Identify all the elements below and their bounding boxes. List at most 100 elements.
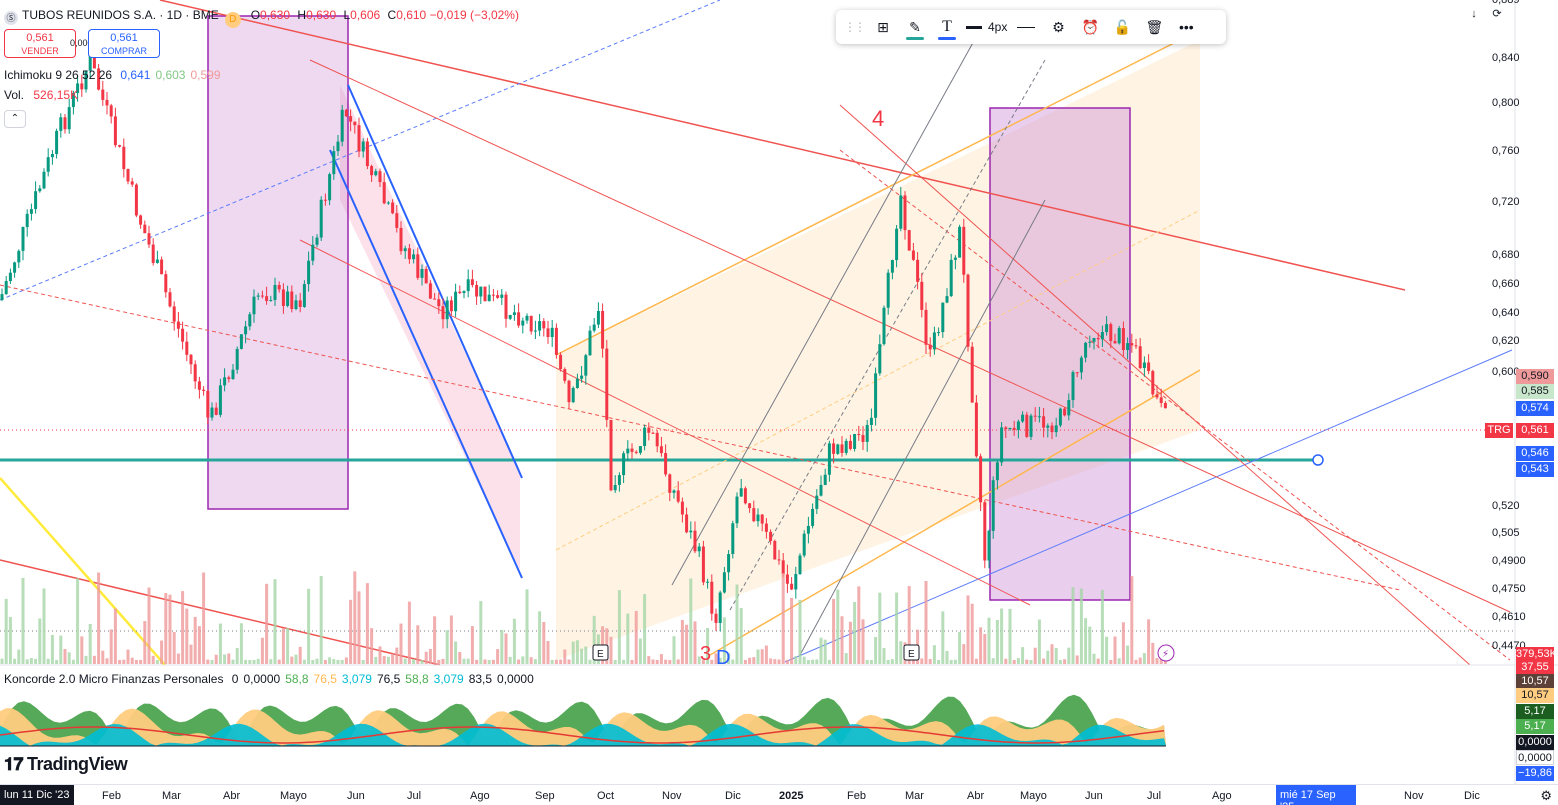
candle-body bbox=[239, 334, 243, 349]
candle-body bbox=[113, 116, 117, 146]
text-icon[interactable]: T bbox=[934, 14, 960, 40]
volume-bar bbox=[42, 588, 46, 664]
volume-bar bbox=[869, 659, 873, 664]
price-tick: 0,505 bbox=[1492, 527, 1520, 539]
templates-icon[interactable]: ⊞ bbox=[877, 18, 889, 35]
volume-bar bbox=[983, 634, 987, 664]
collapse-legend-button[interactable]: ⌃ bbox=[4, 110, 26, 128]
koncorde-value: 3,079 bbox=[433, 672, 464, 686]
volume-bar bbox=[567, 659, 571, 664]
volume-bar bbox=[239, 623, 243, 664]
earnings-marker-1[interactable]: E bbox=[592, 644, 609, 661]
candle-body bbox=[1042, 416, 1046, 428]
candle-body bbox=[689, 530, 693, 533]
candle-body bbox=[1008, 427, 1012, 430]
volume-legend[interactable]: Vol. 526,15K bbox=[4, 88, 78, 102]
candle-body bbox=[592, 324, 596, 331]
scroll-down-icon[interactable]: ↓ bbox=[1471, 8, 1477, 20]
reset-view-icon[interactable]: ⟳ bbox=[1492, 8, 1502, 20]
candle-body bbox=[626, 448, 630, 454]
buy-button[interactable]: 0,561 COMPRAR bbox=[88, 29, 160, 58]
volume-bar bbox=[811, 659, 815, 664]
volume-bar bbox=[504, 633, 508, 664]
volume-bar bbox=[38, 618, 42, 664]
symbol-legend[interactable]: Ⓢ TUBOS REUNIDOS S.A. · 1D · BME D O0,630 H… bbox=[4, 8, 519, 28]
settings-icon[interactable]: ⚙ bbox=[1052, 18, 1065, 35]
volume-bar bbox=[458, 651, 462, 664]
support-handle[interactable] bbox=[1312, 454, 1324, 466]
tradingview-logo[interactable]: 𝟏𝟕 TradingView bbox=[4, 754, 128, 775]
low-label: L bbox=[343, 8, 351, 22]
candle-body bbox=[643, 427, 647, 447]
candle-body bbox=[8, 272, 12, 282]
trendline-red-long[interactable] bbox=[159, 0, 1406, 291]
volume-bar bbox=[449, 615, 453, 664]
candle-body bbox=[458, 291, 462, 294]
time-axis[interactable]: lun 11 Dic '23 Feb Mar Abr Mayo Jun Jul Ago Sep… bbox=[0, 784, 1558, 805]
candle-body bbox=[949, 259, 953, 297]
line-width-button[interactable]: 4px bbox=[966, 14, 1007, 40]
drawing-toolbar[interactable]: ⋮⋮ ⊞ ✎ T 4px ⚙ ⏰ 🔓 🗑 ••• bbox=[836, 10, 1226, 44]
lock-icon[interactable]: 🔓 bbox=[1113, 18, 1132, 35]
volume-bar bbox=[462, 658, 466, 664]
pencil-icon[interactable]: ✎ bbox=[902, 14, 928, 40]
svg-text:⚡: ⚡ bbox=[1162, 649, 1169, 660]
volume-bar bbox=[420, 659, 424, 664]
price-tick: 0,840 bbox=[1492, 52, 1520, 64]
price-label: 0,0000 bbox=[1516, 750, 1554, 765]
candle-body bbox=[500, 294, 504, 298]
price-label: 0,543 bbox=[1516, 462, 1554, 477]
volume-bar bbox=[760, 649, 764, 664]
candle-body bbox=[256, 295, 260, 297]
candle-body bbox=[622, 453, 626, 476]
range-box-2[interactable] bbox=[989, 107, 1131, 601]
volume-bar bbox=[693, 621, 697, 664]
line-style-button[interactable] bbox=[1013, 14, 1039, 40]
lightning-icon[interactable]: ⚡ bbox=[1157, 644, 1175, 662]
volume-bar bbox=[743, 659, 747, 664]
high-value: 0,630 bbox=[306, 8, 337, 22]
volume-bar bbox=[832, 598, 836, 664]
data-badge-icon[interactable]: D bbox=[224, 12, 241, 28]
earnings-marker-2[interactable]: E bbox=[903, 644, 920, 661]
more-icon[interactable]: ••• bbox=[1179, 19, 1194, 35]
candle-body bbox=[853, 434, 857, 449]
candle-body bbox=[50, 154, 54, 158]
candle-body bbox=[437, 299, 441, 307]
volume-bar bbox=[1000, 608, 1004, 664]
ichimoku-legend[interactable]: Ichimoku 9 26 52 26 0,641 0,603 0,599 bbox=[4, 68, 221, 82]
candle-body bbox=[155, 259, 159, 263]
candle-body bbox=[323, 199, 327, 201]
volume-bar bbox=[1130, 576, 1134, 664]
koncorde-legend[interactable]: Koncorde 2.0 Micro Finanzas Personales 0… bbox=[4, 672, 534, 686]
trendline-blue-2[interactable] bbox=[329, 149, 523, 579]
volume-bar bbox=[899, 641, 903, 664]
candle-body bbox=[382, 182, 386, 204]
volume-bar bbox=[80, 636, 84, 664]
trendline-yellow[interactable] bbox=[0, 477, 166, 666]
wave-label-3[interactable]: 3 bbox=[700, 643, 711, 665]
candle-body bbox=[269, 299, 273, 301]
alert-icon[interactable]: ⏰ bbox=[1081, 18, 1100, 35]
wave-label-d[interactable]: D bbox=[716, 647, 730, 669]
volume-bar bbox=[945, 650, 949, 664]
candle-body bbox=[202, 389, 206, 391]
volume-bar bbox=[1063, 659, 1067, 664]
candle-body bbox=[1096, 338, 1100, 340]
range-box-1[interactable] bbox=[207, 15, 349, 510]
volume-bar bbox=[907, 586, 911, 664]
candle-body bbox=[496, 295, 500, 298]
trendline-blue-1[interactable] bbox=[347, 84, 523, 479]
volume-bar bbox=[63, 649, 67, 664]
drag-handle-icon[interactable]: ⋮⋮ bbox=[844, 20, 866, 34]
volume-bar bbox=[962, 644, 966, 664]
sell-button[interactable]: 0,561 VENDER bbox=[4, 29, 76, 58]
wave-label-4[interactable]: 4 bbox=[872, 106, 884, 131]
candle-body bbox=[181, 328, 185, 342]
volume-bar bbox=[1079, 588, 1083, 664]
price-tick: 0,620 bbox=[1492, 335, 1520, 347]
trash-icon[interactable]: 🗑 bbox=[1145, 18, 1164, 35]
candle-body bbox=[668, 474, 672, 493]
axis-settings-icon[interactable]: ⚙ bbox=[1540, 788, 1552, 803]
